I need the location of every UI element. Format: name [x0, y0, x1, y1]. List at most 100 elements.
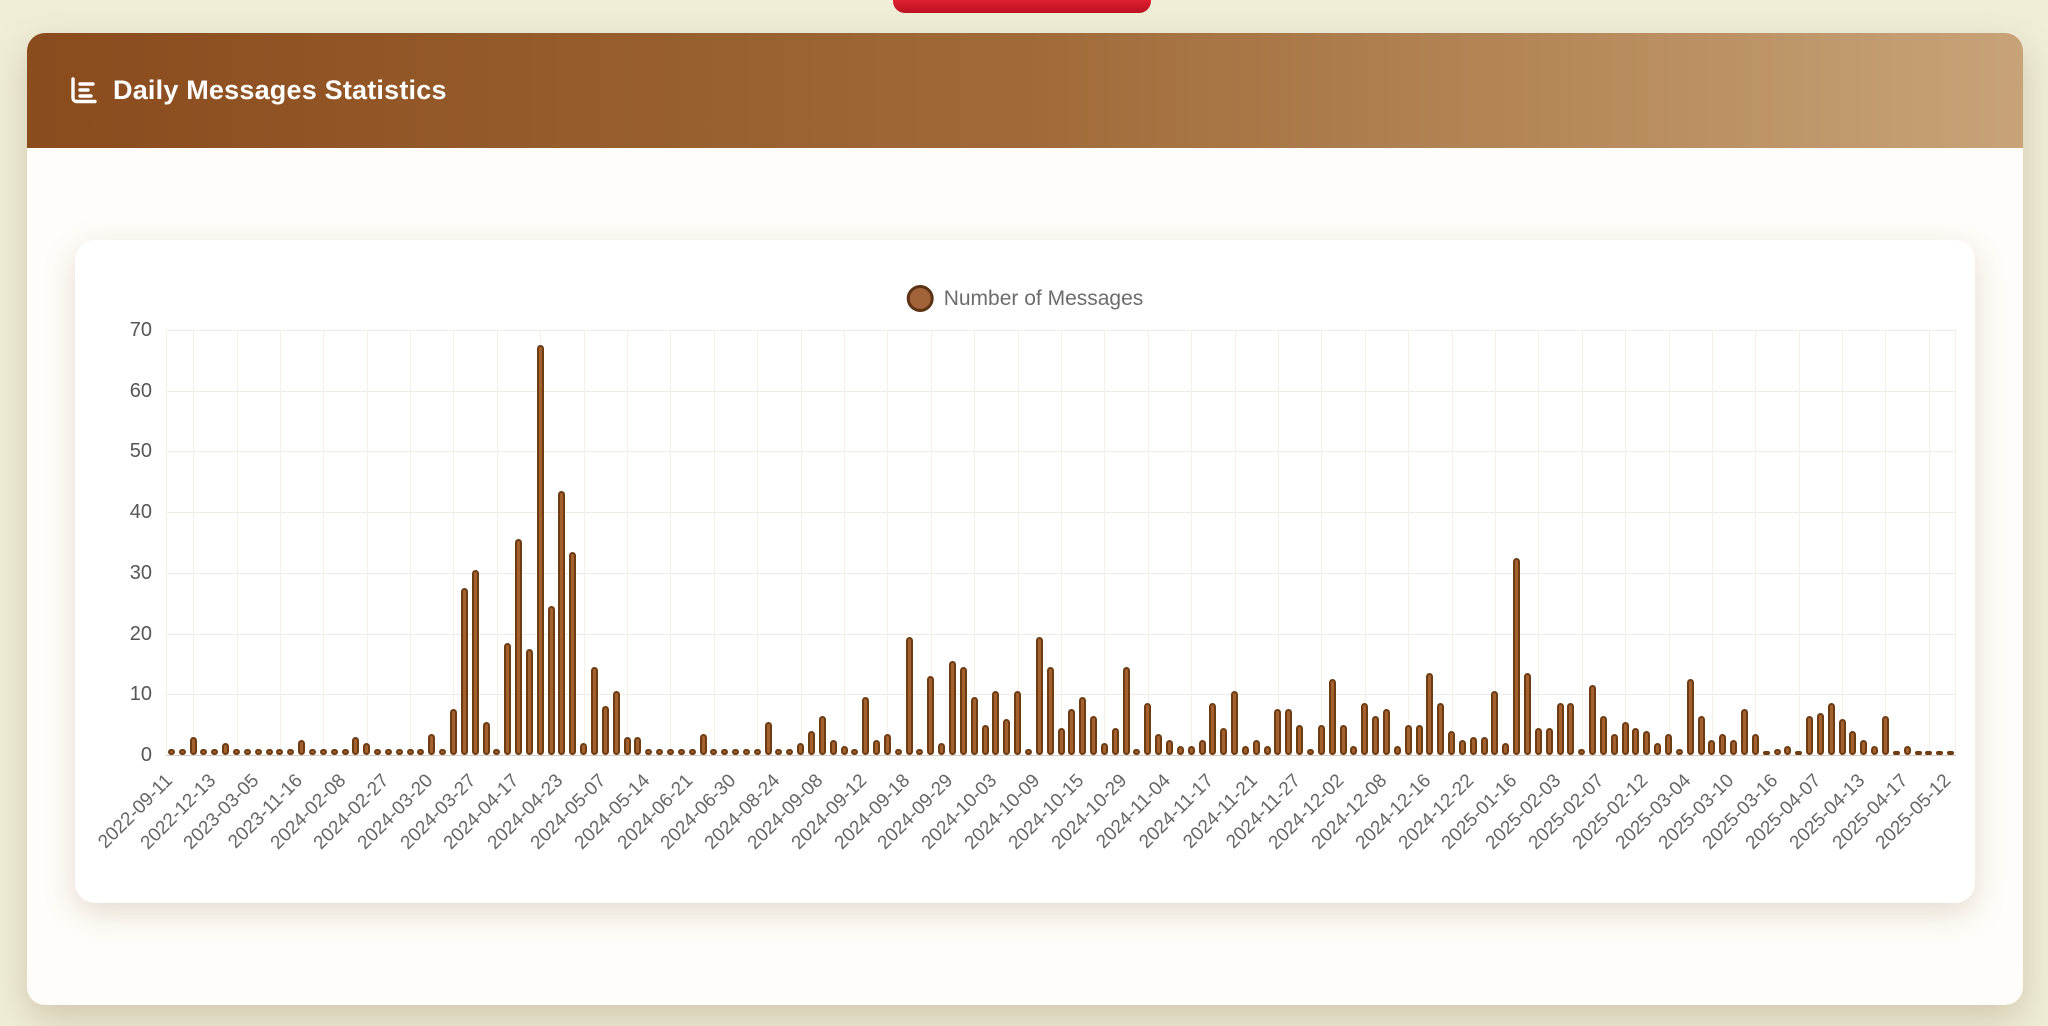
bar[interactable]	[1372, 715, 1380, 755]
bar[interactable]	[525, 648, 533, 755]
bar[interactable]	[1014, 691, 1022, 755]
bar[interactable]	[1589, 685, 1597, 755]
bar[interactable]	[384, 748, 392, 755]
bar[interactable]	[504, 642, 512, 755]
bar[interactable]	[1133, 748, 1141, 755]
bar[interactable]	[558, 490, 566, 755]
bar[interactable]	[1849, 730, 1857, 755]
bar[interactable]	[634, 736, 642, 755]
bar[interactable]	[1556, 703, 1564, 755]
bar[interactable]	[1165, 739, 1173, 755]
bar[interactable]	[1415, 724, 1423, 755]
bar[interactable]	[688, 748, 696, 755]
bar[interactable]	[439, 748, 447, 755]
bar[interactable]	[894, 748, 902, 755]
bar[interactable]	[883, 733, 891, 755]
bar[interactable]	[721, 748, 729, 755]
bar[interactable]	[1903, 745, 1911, 755]
bar[interactable]	[1187, 745, 1195, 755]
bar[interactable]	[233, 748, 240, 755]
bar[interactable]	[1079, 697, 1087, 755]
bar[interactable]	[840, 745, 848, 755]
bar[interactable]	[1382, 709, 1390, 755]
bar[interactable]	[1675, 748, 1683, 755]
bar[interactable]	[699, 733, 707, 755]
bar[interactable]	[797, 742, 805, 755]
bar[interactable]	[591, 666, 598, 755]
bar[interactable]	[1274, 709, 1282, 755]
bar[interactable]	[1339, 724, 1347, 755]
bar[interactable]	[1730, 739, 1738, 755]
bar[interactable]	[276, 748, 284, 755]
bar[interactable]	[1871, 745, 1879, 755]
bar[interactable]	[1057, 727, 1065, 755]
bar[interactable]	[1090, 715, 1098, 755]
bar[interactable]	[1925, 751, 1933, 755]
bar[interactable]	[1567, 703, 1575, 755]
bar[interactable]	[981, 724, 989, 755]
bar[interactable]	[515, 539, 523, 755]
bar[interactable]	[1816, 712, 1824, 755]
bar[interactable]	[1740, 709, 1748, 755]
bar[interactable]	[265, 748, 273, 755]
bar[interactable]	[938, 742, 946, 755]
bar[interactable]	[1035, 636, 1043, 755]
bar[interactable]	[243, 748, 251, 755]
bar[interactable]	[1317, 724, 1325, 755]
bar[interactable]	[753, 748, 761, 755]
bar[interactable]	[1578, 748, 1586, 755]
bar[interactable]	[927, 676, 935, 755]
bar[interactable]	[395, 748, 403, 755]
bar[interactable]	[211, 748, 219, 755]
bar[interactable]	[1827, 703, 1835, 755]
bar[interactable]	[319, 748, 327, 755]
bar[interactable]	[656, 748, 664, 755]
bar[interactable]	[1936, 751, 1944, 755]
bar[interactable]	[1697, 715, 1705, 755]
bar[interactable]	[1024, 748, 1032, 755]
bar[interactable]	[1686, 679, 1694, 755]
bar[interactable]	[1198, 739, 1206, 755]
bar[interactable]	[829, 739, 837, 755]
bar[interactable]	[775, 748, 783, 755]
bar[interactable]	[1491, 691, 1499, 755]
bar[interactable]	[1263, 745, 1271, 755]
bar[interactable]	[287, 748, 295, 755]
bar[interactable]	[341, 748, 349, 755]
bar[interactable]	[1448, 730, 1456, 755]
bar[interactable]	[862, 697, 870, 755]
bar[interactable]	[601, 706, 609, 755]
bar[interactable]	[352, 736, 360, 755]
bar[interactable]	[1610, 733, 1618, 755]
bar[interactable]	[471, 569, 479, 755]
bar[interactable]	[1838, 718, 1846, 755]
bar[interactable]	[547, 606, 555, 755]
bar[interactable]	[1708, 739, 1716, 755]
bar[interactable]	[167, 748, 175, 755]
bar[interactable]	[1155, 733, 1163, 755]
bar[interactable]	[1241, 745, 1249, 755]
bar[interactable]	[1806, 715, 1814, 755]
bar[interactable]	[905, 636, 913, 755]
bar[interactable]	[1307, 748, 1314, 755]
bar[interactable]	[1480, 736, 1488, 755]
bar[interactable]	[1914, 751, 1922, 755]
bar[interactable]	[493, 748, 501, 755]
bar[interactable]	[677, 748, 685, 755]
bar[interactable]	[1860, 739, 1868, 755]
bar[interactable]	[1545, 727, 1553, 755]
bar[interactable]	[1361, 703, 1369, 755]
bar[interactable]	[645, 748, 653, 755]
bar[interactable]	[308, 748, 316, 755]
bar[interactable]	[818, 715, 826, 755]
bar[interactable]	[1458, 739, 1466, 755]
bar[interactable]	[1502, 742, 1510, 755]
bar[interactable]	[1795, 751, 1803, 755]
bar[interactable]	[222, 742, 230, 755]
bar[interactable]	[1176, 745, 1184, 755]
bar[interactable]	[254, 748, 262, 755]
bar[interactable]	[970, 697, 978, 755]
bar[interactable]	[916, 748, 924, 755]
bar[interactable]	[428, 733, 436, 755]
bar[interactable]	[298, 739, 306, 755]
